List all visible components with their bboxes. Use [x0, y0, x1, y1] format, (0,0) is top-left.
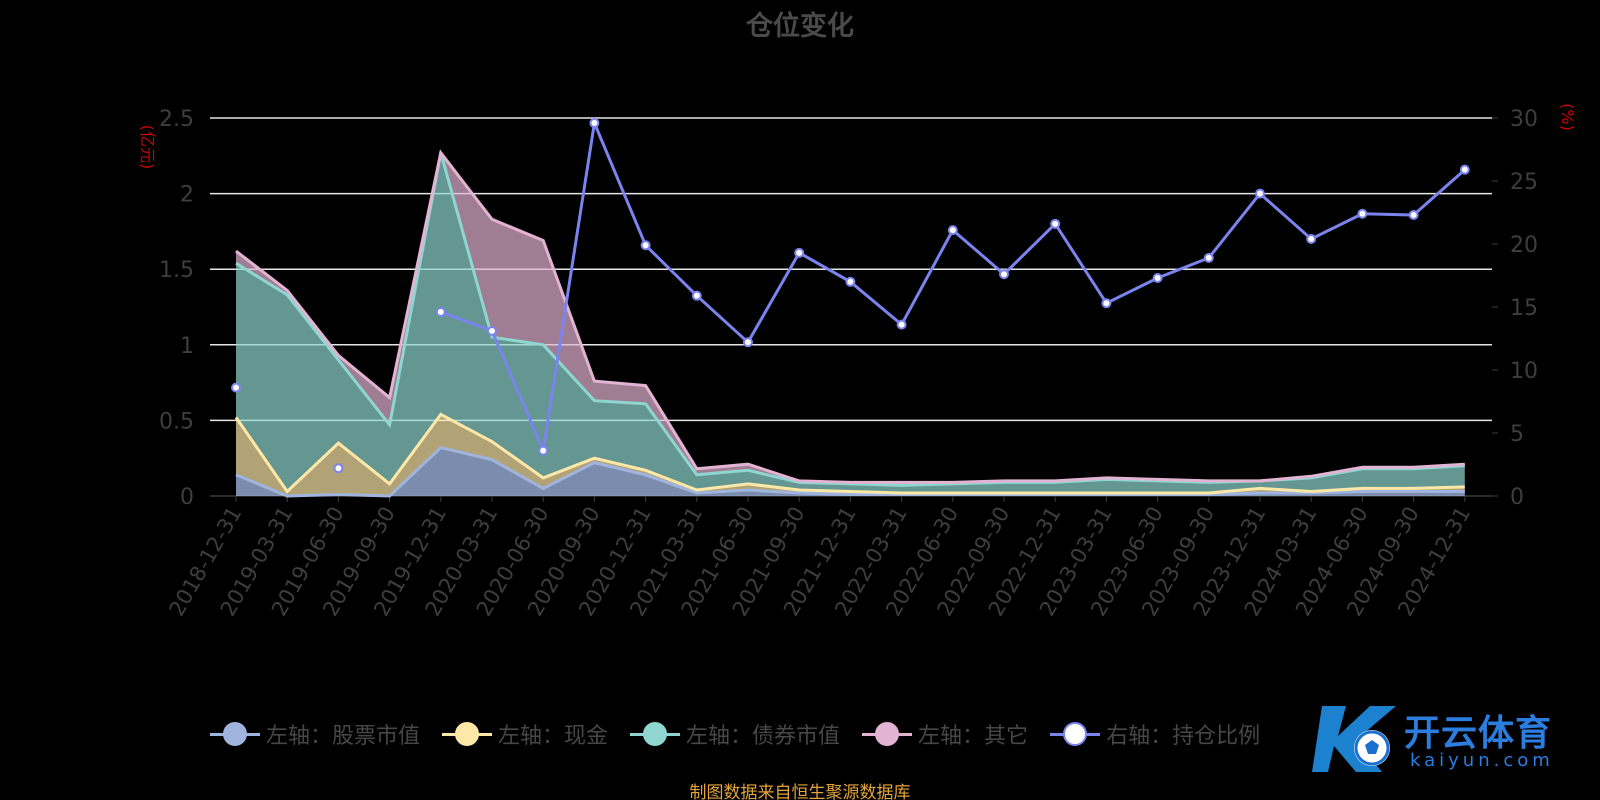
- legend-marker-icon: [862, 721, 913, 747]
- legend-marker-icon: [630, 721, 681, 747]
- position-ratio-point: [1255, 188, 1265, 199]
- position-ratio-point: [845, 276, 856, 287]
- legend-marker-icon: [210, 721, 260, 747]
- y-left-tick-label: 2.5: [159, 107, 194, 132]
- legend-item-cash[interactable]: 左轴：现金: [442, 718, 608, 750]
- legend-item-other[interactable]: 左轴：其它: [862, 718, 1028, 750]
- y-left-tick-label: 1.5: [159, 258, 194, 283]
- brand-name: 开云体育: [1404, 713, 1553, 754]
- legend-item-position-ratio[interactable]: 右轴：持仓比例: [1050, 718, 1260, 750]
- position-ratio-point: [231, 382, 241, 393]
- y-left-tick-label: 2: [180, 183, 194, 208]
- position-ratio-point: [896, 319, 907, 330]
- area-band: [236, 152, 1465, 494]
- legend-dot: [875, 722, 900, 746]
- y-right-tick-label: 10: [1510, 359, 1538, 384]
- position-ratio-point: [640, 240, 651, 251]
- data-source-note: 制图数据来自恒生聚源数据库: [689, 783, 911, 800]
- legend-dot: [223, 722, 247, 746]
- legend-item-bond-value[interactable]: 左轴：债券市值: [630, 718, 840, 750]
- legend-item-stock-value[interactable]: 左轴：股票市值: [210, 718, 420, 750]
- y-left-tick-label: 0: [180, 485, 194, 510]
- legend-label: 左轴：股票市值: [266, 724, 421, 749]
- legend-marker-icon: [1050, 721, 1101, 747]
- area-series-line: [235, 445, 1465, 498]
- area-band: [236, 447, 1465, 496]
- legend-marker-icon: [442, 721, 493, 747]
- y-left-axis-label: (亿元): [138, 125, 157, 170]
- position-ratio-point: [1152, 273, 1163, 284]
- legend-label: 左轴：其它: [918, 724, 1029, 749]
- position-ratio-point: [1408, 210, 1419, 221]
- y-left-tick-label: 1: [180, 334, 194, 359]
- position-ratio-point: [691, 290, 702, 301]
- legend-dot: [455, 722, 480, 746]
- position-ratio-point: [487, 325, 497, 336]
- area-band: [236, 414, 1465, 496]
- chart-legend: 左轴：股票市值 左轴：现金 左轴：债券市值 左轴：其它 右轴：持仓比例: [210, 717, 1282, 751]
- y-right-tick-label: 5: [1510, 422, 1524, 447]
- position-ratio-point: [435, 307, 446, 318]
- position-ratio-point: [1459, 164, 1470, 175]
- position-ratio-point: [743, 337, 753, 348]
- position-ratio-point: [1357, 208, 1368, 219]
- position-ratio-point: [1306, 233, 1317, 244]
- position-ratio-point: [1101, 298, 1112, 309]
- y-right-tick-label: 25: [1510, 170, 1538, 195]
- legend-label: 左轴：债券市值: [686, 724, 841, 749]
- legend-dot: [1063, 722, 1088, 746]
- brand-logo-icon: [1312, 706, 1396, 772]
- position-ratio-point: [1203, 252, 1214, 263]
- y-right-tick-label: 15: [1510, 296, 1538, 321]
- position-ratio-point: [794, 247, 805, 258]
- y-right-axis-label: (%): [1558, 103, 1577, 131]
- position-ratio-point: [1050, 218, 1061, 229]
- y-right-tick-label: 0: [1510, 485, 1524, 510]
- brand-domain: kaiyun.com: [1410, 750, 1554, 771]
- legend-label: 右轴：持仓比例: [1106, 724, 1261, 749]
- chart-title: 仓位变化: [746, 11, 854, 42]
- area-series-line: [235, 149, 1465, 484]
- legend-label: 左轴：现金: [498, 724, 609, 749]
- position-ratio-point: [947, 225, 958, 236]
- position-ratio-point: [999, 269, 1009, 280]
- position-ratio-point: [538, 445, 549, 456]
- area-series-line: [234, 412, 1465, 495]
- position-ratio-point: [589, 118, 600, 129]
- brand-watermark: 开云体育 kaiyun.com: [1312, 698, 1592, 778]
- legend-dot: [643, 722, 668, 746]
- y-right-tick-label: 20: [1510, 233, 1538, 258]
- y-right-tick-label: 30: [1510, 107, 1538, 132]
- position-ratio-point: [333, 463, 344, 474]
- y-left-tick-label: 0.5: [159, 409, 194, 434]
